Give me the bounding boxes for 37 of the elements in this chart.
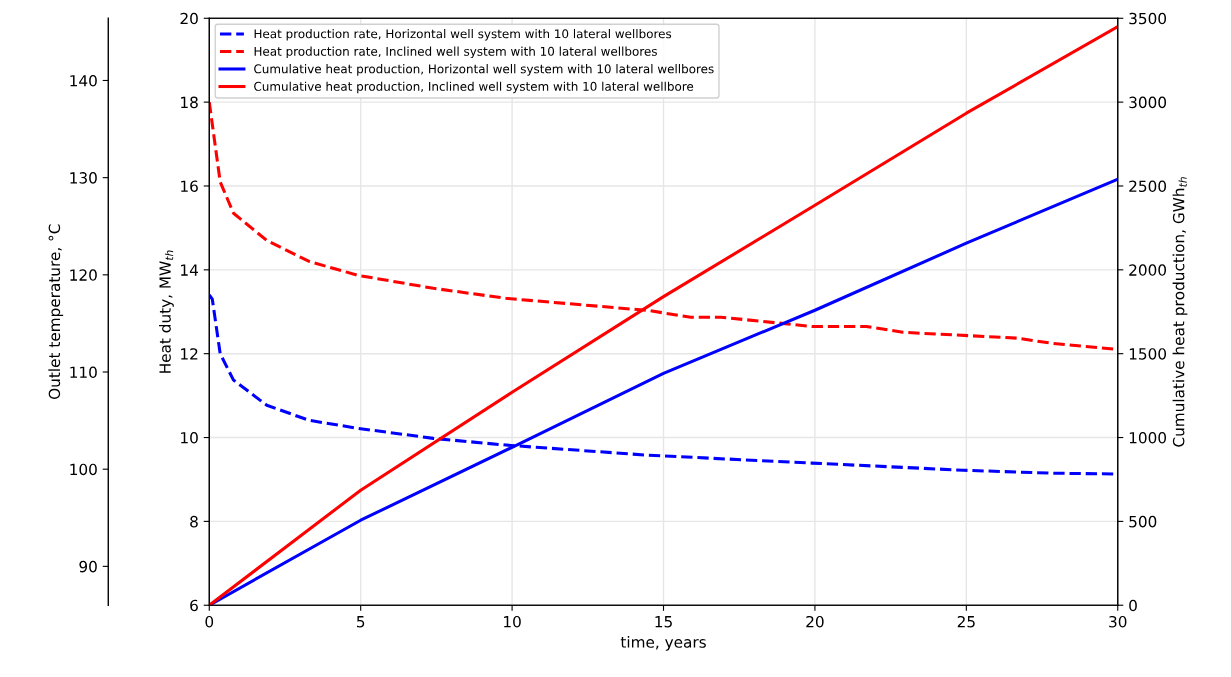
x-tick-label: 20: [806, 615, 824, 628]
y2-tick-label: 3000: [1129, 96, 1167, 109]
x-tick-label: 30: [1109, 615, 1127, 628]
y3-tick-label: 100: [70, 463, 97, 476]
y-tick-label: 18: [181, 96, 198, 109]
y-tick-label: 6: [190, 599, 198, 612]
x-tick-label: 15: [655, 616, 672, 628]
y-tick-label: 10: [181, 432, 198, 444]
y2-tick-label: 2500: [1129, 180, 1167, 192]
legend-label: Heat production rate, Inclined well system with 10 lateral wellbores: [254, 46, 657, 59]
x-tick-label: 25: [957, 615, 975, 628]
y3-tick-label: 140: [70, 74, 97, 87]
y2-tick-label: 3500: [1129, 12, 1167, 25]
legend-label: Cumulative heat production, Inclined well system with 10 lateral wellbore: [254, 81, 694, 94]
y-axis-title: Heat duty, MW$_{th}$: [159, 250, 174, 373]
x-tick-label: 0: [205, 615, 214, 628]
y2-tick-label: 2000: [1129, 264, 1167, 276]
legend-label: Cumulative heat production, Horizontal well system with 10 lateral wellbores: [254, 64, 714, 76]
legend-label: Heat production rate, Horizontal well system with 10 lateral wellbores: [254, 29, 672, 41]
y3-tick-label: 110: [70, 366, 97, 379]
y3-axis-title: Outlet temperature, °C: [48, 224, 64, 400]
x-tick-label: 10: [504, 615, 521, 628]
y3-tick-label: 120: [70, 269, 97, 281]
y2-tick-label: 1500: [1129, 348, 1167, 360]
y2-tick-label: 0: [1129, 599, 1137, 612]
x-axis-title: time, years: [620, 636, 706, 651]
y2-tick-label: 500: [1129, 515, 1157, 528]
y-tick-label: 14: [181, 264, 198, 276]
y-tick-label: 8: [190, 515, 198, 528]
y2-axis-title: Cumulative heat production, GWh$_{th}$: [1172, 177, 1188, 447]
y-tick-label: 20: [180, 12, 198, 25]
x-tick-label: 5: [357, 616, 365, 628]
y3-tick-label: 90: [79, 560, 97, 573]
y-tick-label: 16: [181, 180, 198, 192]
y2-tick-label: 1000: [1129, 432, 1167, 444]
y3-tick-label: 130: [70, 172, 97, 184]
y-tick-label: 12: [181, 348, 198, 360]
